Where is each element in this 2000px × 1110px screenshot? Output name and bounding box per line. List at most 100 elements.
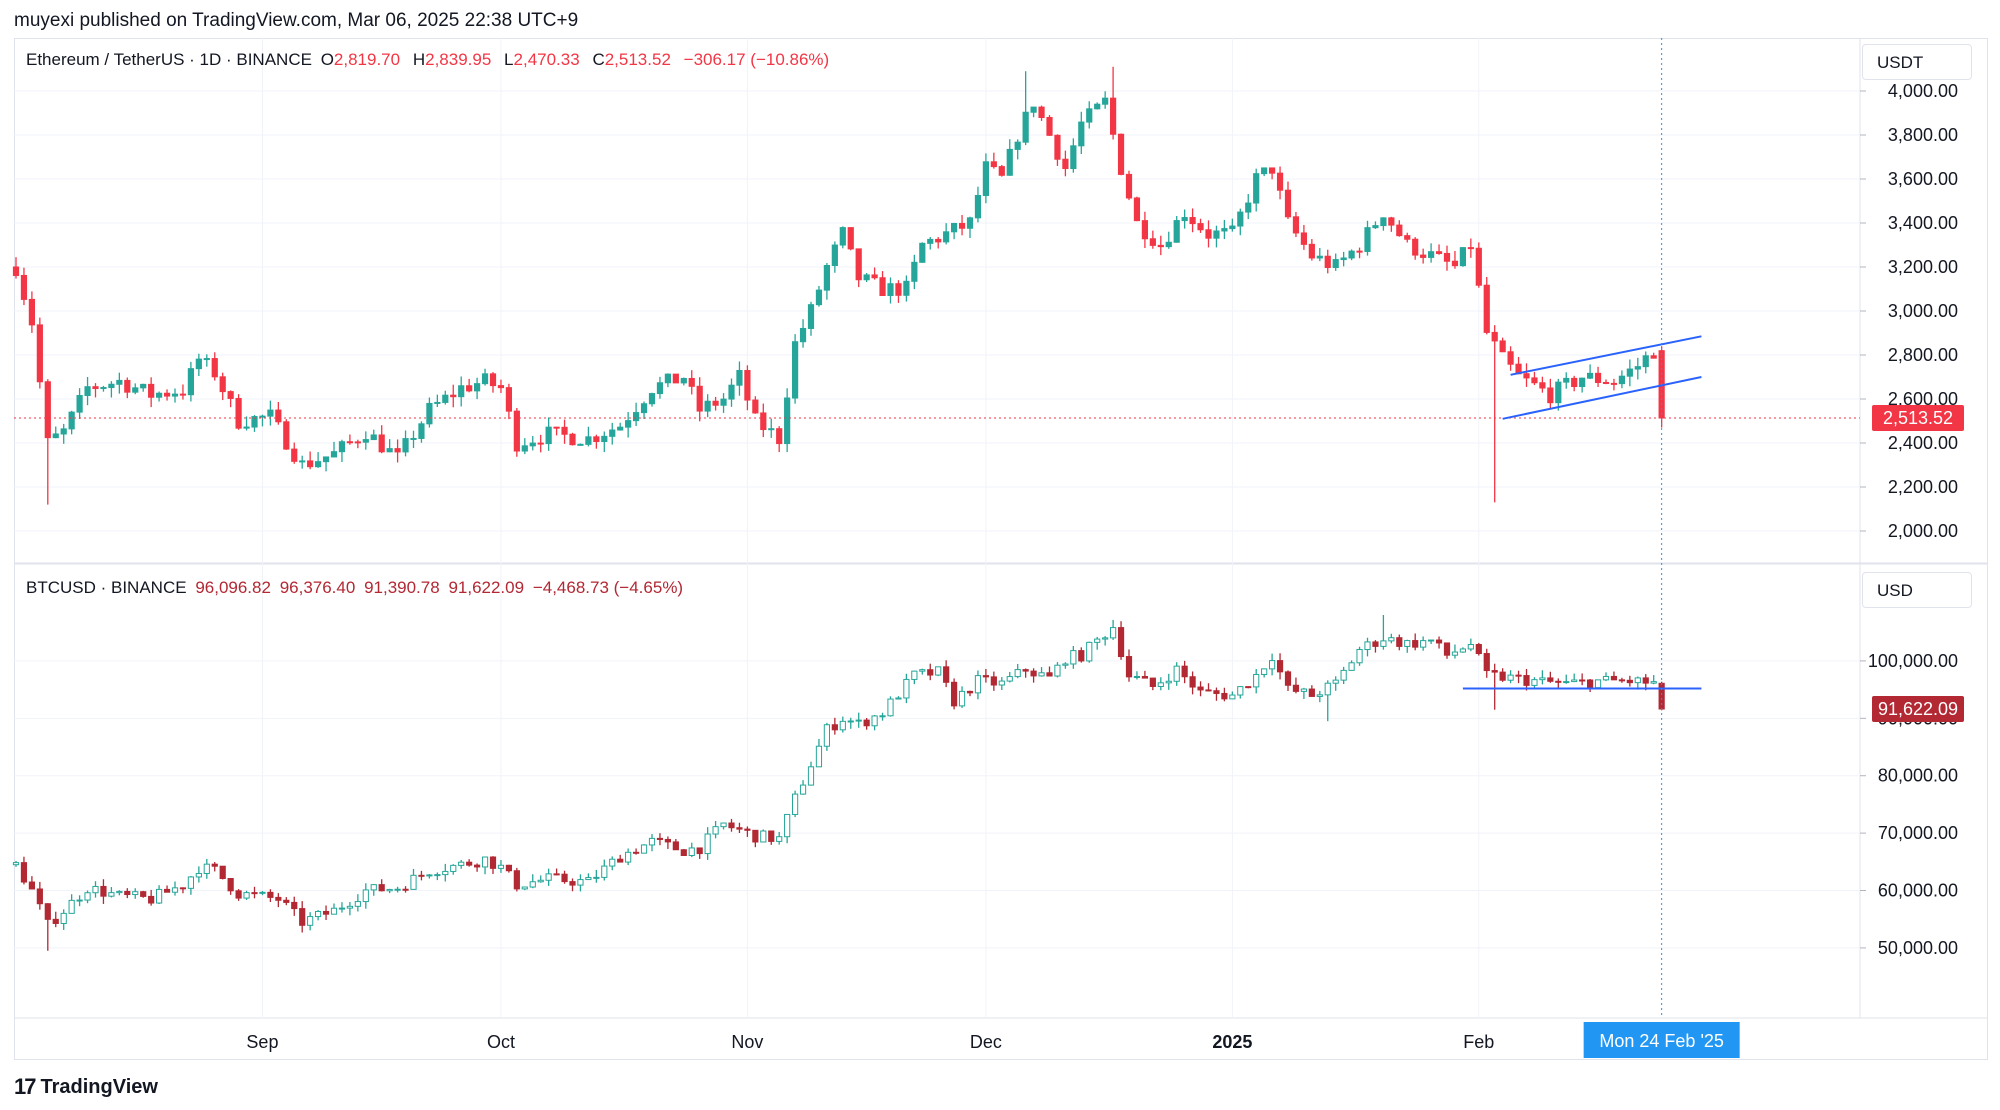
eth-candle (124, 377, 131, 399)
eth-candle-series (12, 66, 1665, 505)
btc-candle-body (20, 862, 28, 883)
eth-candle-body (243, 426, 250, 429)
eth-candle (1563, 372, 1570, 389)
eth-candle-body (815, 289, 823, 306)
eth-candle (410, 430, 417, 448)
btc-candle (545, 868, 552, 886)
btc-candle (927, 663, 934, 681)
eth-candle-body (187, 368, 195, 396)
x-tick-label: Feb (1463, 1032, 1494, 1052)
btc-unit-selector[interactable]: USD (1862, 572, 1972, 608)
eth-candle-body (585, 436, 592, 445)
eth-candle-body (935, 238, 942, 243)
eth-candle-body (1443, 252, 1451, 262)
eth-candle (585, 426, 592, 447)
eth-candle (450, 384, 457, 408)
eth-candle (1475, 242, 1482, 288)
eth-candle-body (784, 397, 791, 445)
eth-candle (76, 388, 83, 419)
btc-candle-body (171, 887, 179, 893)
btc-candle (696, 847, 703, 859)
eth-y-tick-label: 3,800.00 (1888, 125, 1958, 145)
eth-candle (1404, 232, 1411, 243)
btc-candle (1133, 671, 1141, 680)
eth-candle-body (1579, 377, 1586, 388)
btc-candle (807, 761, 815, 786)
eth-candle-body (1038, 106, 1045, 118)
eth-candle (1038, 105, 1045, 121)
btc-candle-body (1491, 670, 1498, 673)
eth-candle-body (163, 392, 171, 397)
btc-candle-body (1642, 677, 1649, 684)
eth-candle-body (513, 410, 520, 452)
btc-candle-body (1221, 692, 1228, 700)
btc-candle (1070, 645, 1077, 669)
eth-candle-body (1030, 106, 1037, 113)
eth-candle (1197, 218, 1204, 233)
btc-candle (521, 886, 528, 891)
eth-candle-body (664, 373, 671, 384)
eth-candle-body (1420, 254, 1427, 258)
btc-candle-body (1658, 682, 1665, 710)
eth-candle (156, 391, 163, 402)
eth-candle-body (1094, 103, 1101, 110)
eth-candle-body (1213, 230, 1220, 239)
tradingview-footer[interactable]: 17 TradingView (14, 1074, 158, 1100)
btc-candle (879, 712, 886, 721)
btc-candle (156, 885, 163, 905)
btc-candle (1475, 642, 1482, 656)
btc-candle (744, 826, 751, 837)
eth-candle (776, 426, 783, 453)
eth-candle (426, 397, 433, 428)
eth-candle (20, 267, 28, 306)
btc-candle (1300, 687, 1308, 699)
eth-candle-body (1086, 108, 1093, 123)
btc-candle (1173, 662, 1180, 686)
eth-candle-body (633, 412, 640, 422)
btc-candle (1539, 670, 1546, 685)
eth-y-tick-label: 2,200.00 (1888, 477, 1958, 497)
eth-candle-body (593, 436, 600, 443)
btc-candle-body (728, 822, 735, 829)
btc-candle (20, 856, 28, 885)
btc-candle (768, 830, 775, 845)
btc-candle (1221, 687, 1228, 702)
eth-candle (1022, 71, 1029, 146)
btc-candle-body (315, 910, 322, 918)
btc-candle (474, 863, 481, 872)
eth-unit-selector[interactable]: USDT (1862, 44, 1972, 80)
eth-candle-body (958, 222, 966, 229)
btc-y-tick-label: 50,000.00 (1878, 938, 1958, 958)
eth-high: H2,839.95 (412, 50, 492, 69)
btc-candle (1412, 633, 1419, 651)
eth-candle-body (346, 441, 353, 444)
eth-candle (1443, 245, 1451, 271)
eth-candle-body (609, 429, 616, 437)
eth-candle (354, 439, 361, 449)
eth-candle-body (1221, 228, 1228, 232)
eth-candle-body (553, 426, 560, 429)
eth-candle-body (386, 448, 393, 453)
eth-candle-body (132, 387, 139, 393)
eth-candle-body (481, 373, 489, 385)
btc-candle-body (1618, 679, 1626, 682)
btc-candle-body (76, 899, 83, 902)
btc-candle (1030, 668, 1037, 683)
btc-candle (656, 833, 664, 846)
eth-candle-body (799, 327, 807, 343)
btc-candle-body (44, 903, 51, 920)
btc-candle-body (1141, 675, 1149, 679)
eth-candle (752, 396, 759, 414)
btc-candle-body (1412, 640, 1419, 648)
btc-candle-body (1388, 637, 1395, 642)
btc-candle (259, 890, 266, 896)
eth-candle (1141, 211, 1149, 249)
btc-candle (1181, 660, 1188, 684)
btc-candle (418, 870, 425, 881)
btc-candle (1435, 636, 1443, 649)
btc-candle-body (935, 666, 942, 676)
btc-candle (1499, 668, 1506, 682)
btc-candle (1062, 662, 1069, 669)
eth-candle (640, 401, 648, 420)
